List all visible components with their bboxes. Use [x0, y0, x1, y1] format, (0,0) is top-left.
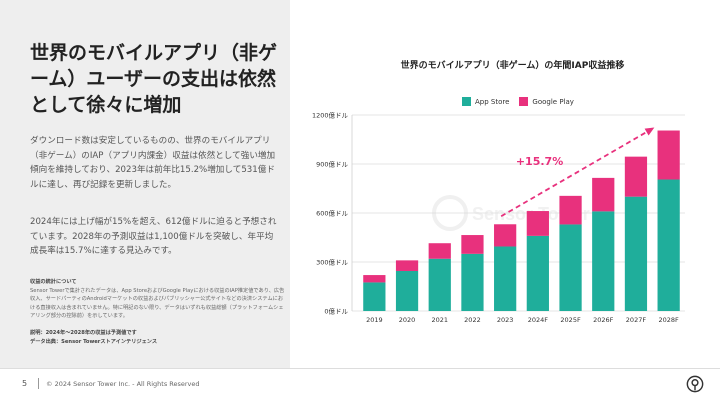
legend-google-play-label: Google Play: [532, 97, 574, 106]
copyright-text: © 2024 Sensor Tower Inc. - All Rights Re…: [46, 380, 200, 388]
y-tick-label: 0億ドル: [324, 307, 348, 316]
page-headline: 世界のモバイルアプリ（非ゲーム）ユーザーの支出は依然として徐々に増加: [30, 42, 278, 116]
forecast-note: 説明：2024年〜2028年の収益は予測値です: [30, 329, 137, 336]
x-tick-label: 2027F: [626, 316, 647, 324]
x-tick-label: 2020: [399, 316, 416, 324]
chart-legend: App Store Google Play: [462, 97, 584, 106]
page-number: 5: [22, 379, 28, 388]
bar-app-store: [559, 224, 582, 311]
bar-app-store: [624, 196, 648, 311]
bar-google-play: [428, 243, 451, 259]
bar-google-play: [363, 275, 386, 283]
bar-app-store: [657, 179, 680, 311]
legend-app-store: App Store: [462, 97, 509, 106]
bar-app-store: [428, 258, 451, 311]
summary-paragraph-2: 2024年には上げ幅が15%を超え、612億ドルに迫ると予想されています。202…: [30, 217, 277, 256]
y-tick-label: 1200億ドル: [312, 111, 349, 120]
google-play-swatch: [519, 97, 529, 106]
bar-google-play: [559, 195, 582, 225]
iap-revenue-chart: Sensor Tower0億ドル300億ドル600億ドル900億ドル1200億ド…: [312, 111, 685, 324]
bar-google-play: [624, 156, 648, 197]
data-source: データ出典：Sensor Towerストアインテリジェンス: [30, 338, 158, 345]
bar-app-store: [592, 211, 615, 311]
x-tick-label: 2028F: [659, 316, 680, 324]
notes-title: 収益の統計について: [30, 279, 77, 285]
notes-body: Sensor Towerで集計されたデータは、App StoreおよびGoogl…: [30, 287, 285, 320]
notes-block: 収益の統計について Sensor Towerで集計されたデータは、App Sto…: [30, 278, 285, 346]
x-tick-label: 2025F: [560, 316, 581, 324]
sensor-tower-logo-icon: [686, 375, 704, 393]
bar-google-play: [395, 260, 419, 271]
y-tick-label: 900億ドル: [316, 160, 348, 169]
growth-arrowhead: [644, 127, 655, 136]
bar-google-play: [657, 130, 680, 180]
x-tick-label: 2021: [431, 316, 448, 324]
y-tick-label: 600億ドル: [316, 209, 348, 218]
footer-separator: [38, 378, 39, 389]
app-store-swatch: [462, 97, 471, 106]
legend-google-play: Google Play: [519, 97, 574, 106]
chart-title: 世界のモバイルアプリ（非ゲーム）の年間IAP収益推移: [400, 61, 625, 71]
bar-app-store: [395, 270, 419, 311]
growth-arrow-line: [500, 127, 654, 218]
bar-google-play: [526, 211, 549, 236]
summary-paragraph-1: ダウンロード数は安定しているものの、世界のモバイルアプリ（非ゲーム）のIAP（ア…: [30, 136, 276, 190]
footer-divider: [0, 368, 720, 369]
bar-app-store: [363, 282, 386, 311]
bar-app-store: [461, 253, 484, 311]
growth-rate-annotation: +15.7%: [516, 155, 563, 168]
x-tick-label: 2019: [366, 316, 383, 324]
legend-app-store-label: App Store: [475, 97, 510, 106]
bar-google-play: [461, 235, 484, 254]
y-tick-label: 300億ドル: [316, 258, 348, 267]
x-tick-label: 2024F: [528, 316, 549, 324]
x-tick-label: 2023: [497, 316, 514, 324]
x-tick-label: 2026F: [593, 316, 614, 324]
bar-google-play: [494, 224, 517, 247]
bar-google-play: [592, 177, 615, 212]
left-text-panel: 世界のモバイルアプリ（非ゲーム）ユーザーの支出は依然として徐々に増加 ダウンロー…: [0, 0, 290, 368]
bar-app-store: [526, 235, 549, 311]
x-tick-label: 2022: [464, 316, 481, 324]
bar-app-store: [494, 246, 517, 311]
